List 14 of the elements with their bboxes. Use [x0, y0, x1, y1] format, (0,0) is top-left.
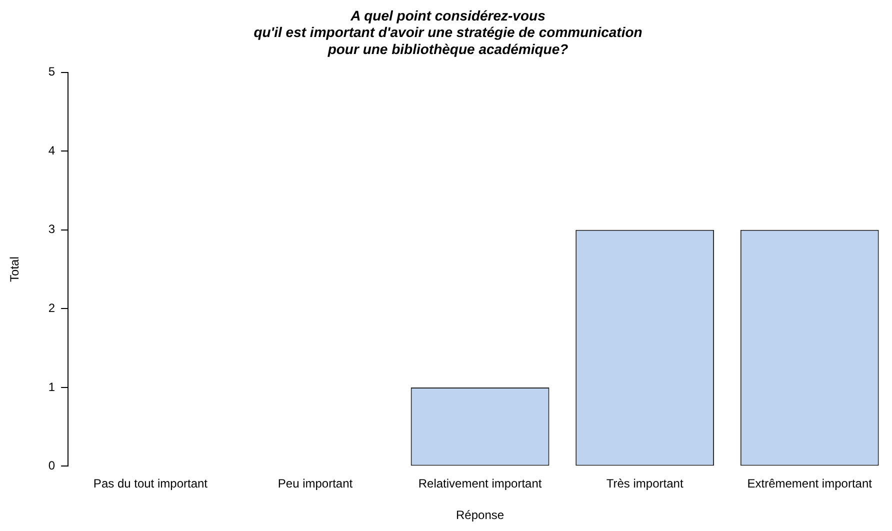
- y-tick-label: 0: [48, 458, 56, 473]
- x-tick-label: Pas du tout important: [93, 476, 208, 491]
- x-tick-label: Très important: [606, 476, 684, 491]
- y-tick-label: 1: [48, 380, 56, 394]
- y-tick-label: 3: [48, 222, 56, 236]
- y-tick-label: 2: [48, 300, 56, 315]
- y-tick-label: 4: [48, 143, 56, 158]
- x-axis-title: Réponse: [456, 508, 504, 522]
- y-tick-label: 5: [48, 64, 56, 79]
- x-tick-label: Peu important: [278, 476, 354, 491]
- y-axis-title: Total: [8, 256, 22, 282]
- chart-title: A quel point considérez-vous qu'il est important d'avoir une stratégie de communication pour une bibliothèque académique?: [254, 7, 642, 57]
- x-tick-label: Extrêmement important: [747, 476, 873, 491]
- x-tick-label: Relativement important: [418, 476, 542, 491]
